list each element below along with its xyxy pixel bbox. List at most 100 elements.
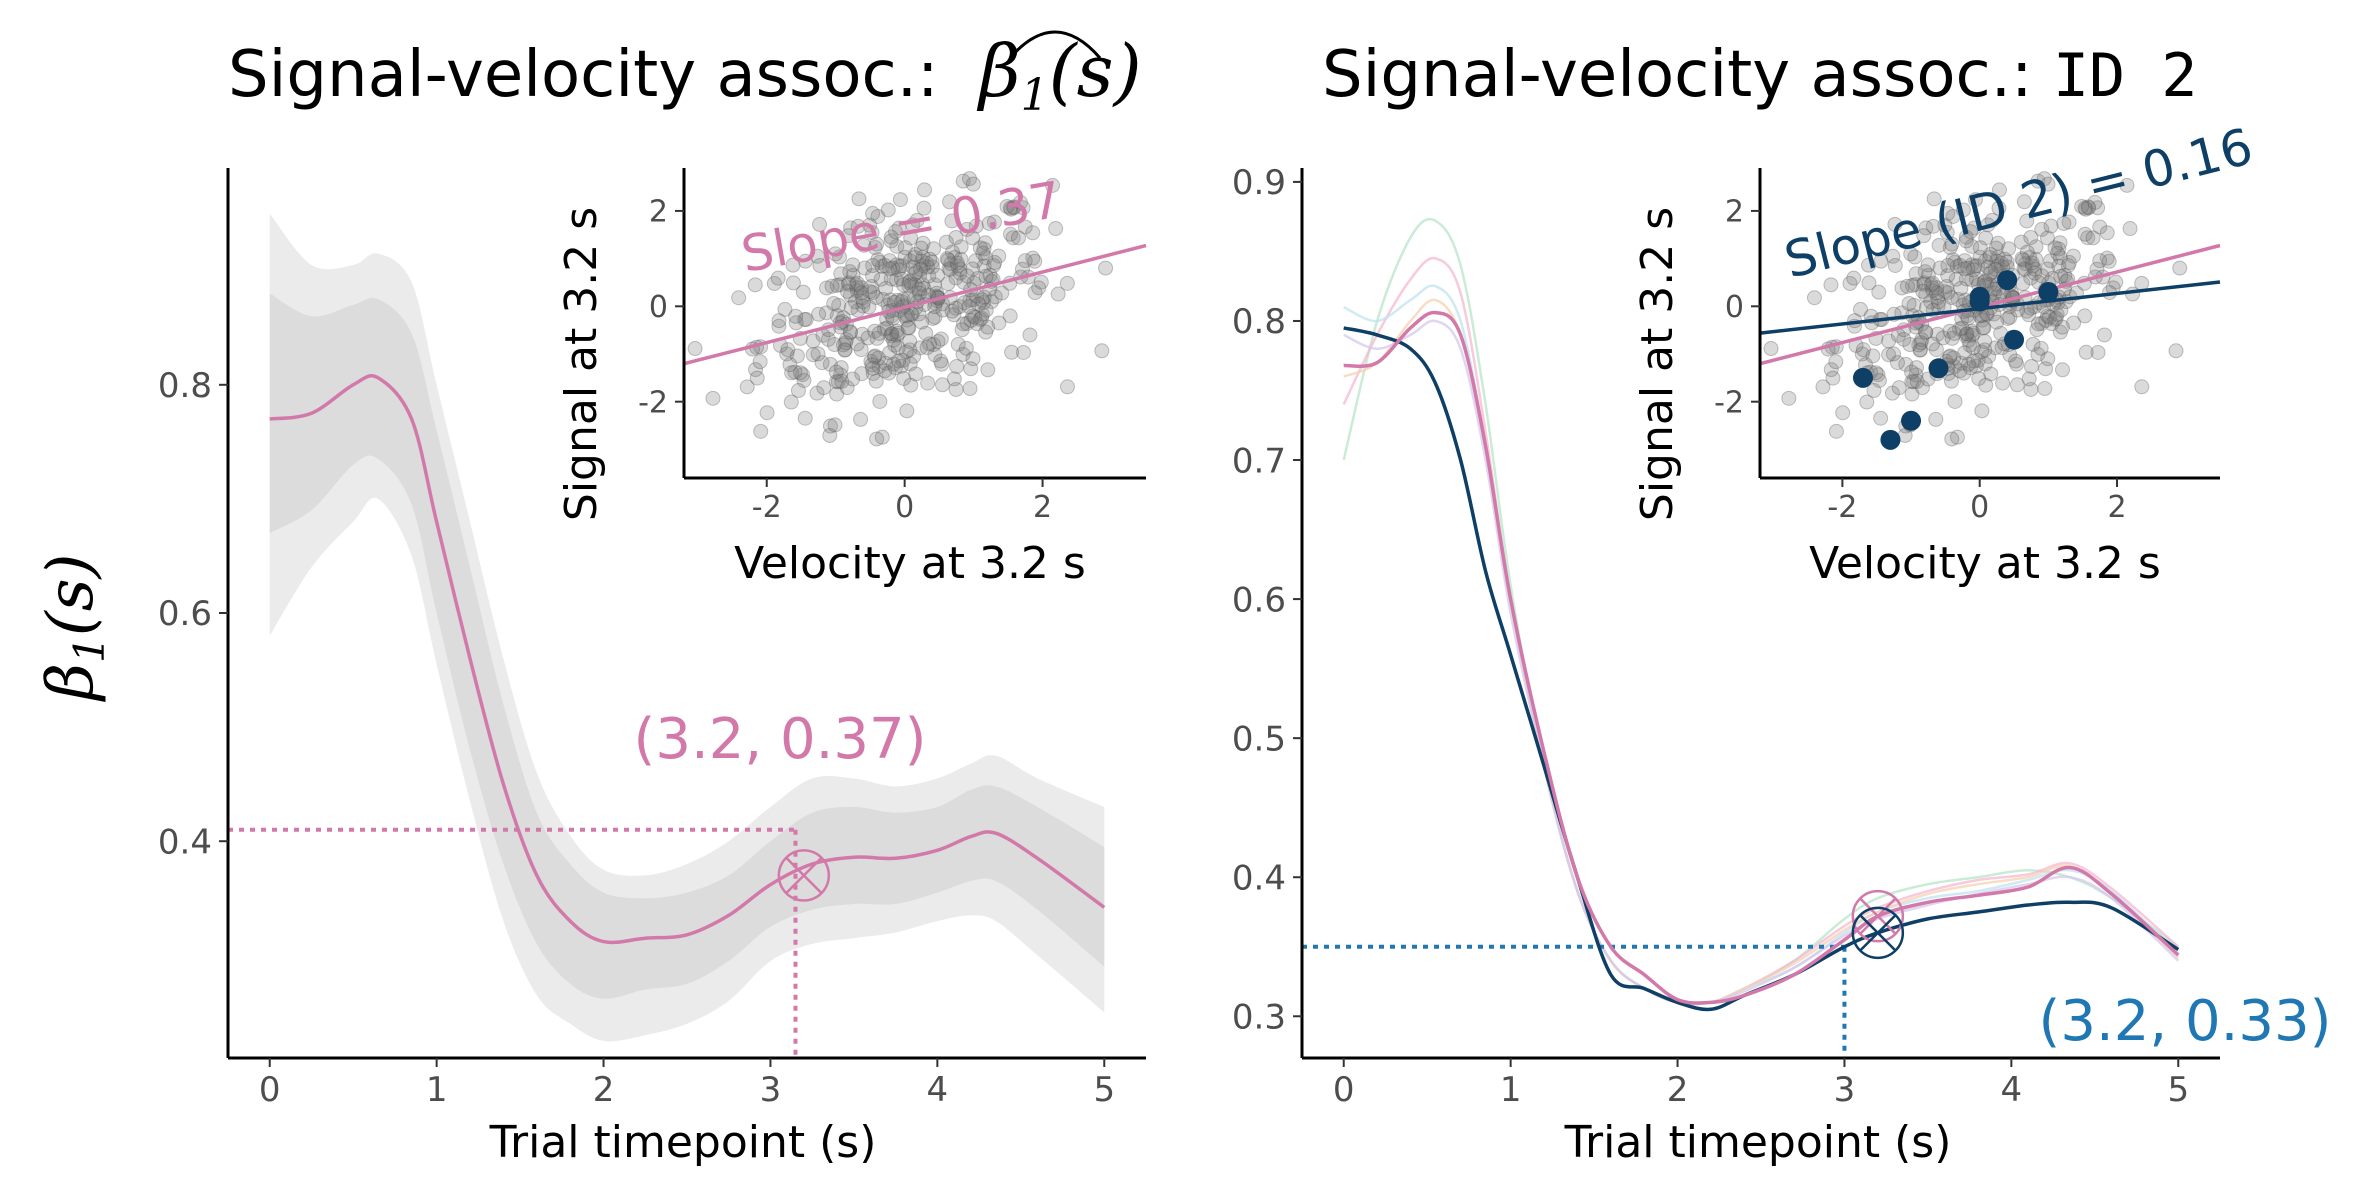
right-inset-scatter-point: [1943, 373, 1959, 389]
left-inset-scatter-point: [867, 240, 883, 256]
left-inset-scatter-point: [915, 258, 931, 274]
right-inset-scatter-point: [2027, 261, 2043, 277]
left-inset-scatter-point: [889, 272, 905, 288]
left-inset-scatter-point: [788, 315, 804, 331]
left-inset-scatter-point: [916, 280, 932, 296]
right-inset-scatter-point: [1965, 340, 1981, 356]
left-inset-scatter-point: [759, 405, 775, 421]
left-inset-scatter-point: [889, 257, 905, 273]
right-inset-scatter-point: [2096, 327, 2112, 343]
right-inset-x-tick-label: -2: [1827, 490, 1857, 525]
left-inset-scatter-point: [953, 251, 969, 267]
left-inset-scatter-point: [908, 264, 924, 280]
right-y-tick-label: 0.3: [1232, 998, 1286, 1038]
right-inset-scatter-point: [1763, 341, 1779, 357]
right-y-tick-label: 0.8: [1232, 302, 1286, 342]
id2-scatter-point: [2038, 282, 2059, 302]
left-inset-scatter-point: [882, 345, 898, 361]
right-inset-scatter-point: [1943, 290, 1959, 306]
left-inset-scatter-point: [969, 316, 985, 332]
right-inset-scatter-point: [1968, 271, 1984, 287]
left-inset-scatter-point: [965, 230, 981, 246]
left-x-tick-label: 1: [426, 1070, 448, 1110]
right-inset-scatter-point: [1977, 356, 1993, 372]
left-inset-scatter-point: [837, 342, 853, 358]
right-inset-scatter-point: [1898, 356, 1914, 372]
left-inset-scatter-point: [882, 261, 898, 277]
right-inset-scatter-point: [1901, 296, 1917, 312]
left-inset-scatter-point: [1017, 219, 1033, 235]
right-inset-scatter-point: [1950, 291, 1966, 307]
left-x-tick-label: 5: [1093, 1070, 1115, 1110]
right-inset-scatter-point: [2043, 253, 2059, 269]
right-inset-scatter-point: [1968, 358, 1984, 374]
left-inset-scatter-point: [956, 274, 972, 290]
left-inset-scatter-point: [884, 326, 900, 342]
right-inset-scatter-point: [1981, 348, 1997, 364]
right-inset-scatter-point: [1942, 323, 1958, 339]
left-inset-scatter-point: [974, 306, 990, 322]
left-inset-scatter-point: [920, 375, 936, 391]
right-inset-scatter-point: [2023, 229, 2039, 245]
left-inset-scatter-point: [900, 320, 916, 336]
highlight-point-cross-b: [784, 856, 823, 895]
right-inset-scatter-point: [2061, 214, 2077, 230]
left-inset-scatter-point: [1015, 344, 1031, 360]
left-inset-scatter-point: [749, 370, 765, 386]
left-inset-scatter-point: [980, 362, 996, 378]
right-inset-scatter-point: [2038, 361, 2054, 377]
right-inset-scatter-point: [1823, 362, 1839, 378]
right-inset-scatter-point: [1904, 386, 1920, 402]
left-inset-scatter-point: [752, 354, 768, 370]
right-inset-scatter-point: [1952, 321, 1968, 337]
left-inset-scatter-point: [983, 294, 999, 310]
right-inset-y-tick-label: -2: [1714, 385, 1744, 420]
right-inset-scatter-point: [1952, 363, 1968, 379]
right-inset-scatter-point: [1974, 403, 1990, 419]
right-inset-scatter-point: [1958, 233, 1974, 249]
left-inset-scatter-point: [893, 271, 909, 287]
right-inset-scatter-point: [2023, 381, 2039, 397]
left-inset-scatter-point: [865, 205, 881, 221]
left-inset-scatter-point: [814, 355, 830, 371]
right-inset-scatter-point: [1946, 325, 1962, 341]
right-inset-scatter-point: [1972, 249, 1988, 265]
left-inset-scatter-point: [828, 364, 844, 380]
left-inset-scatter-point: [882, 253, 898, 269]
right-inset-scatter-point: [1940, 205, 1956, 221]
right-inset-scatter-point: [2001, 241, 2017, 257]
right-inset-scatter-point: [2065, 248, 2081, 264]
right-inset-scatter-point: [2053, 268, 2069, 284]
left-inset-scatter-point: [785, 257, 801, 273]
left-inset-scatter-point: [933, 353, 949, 369]
left-inset-scatter-point: [766, 275, 782, 291]
right-inset-scatter-point: [2099, 225, 2115, 241]
right-inset-scatter-point: [1962, 360, 1978, 376]
right-x-tick-label: 5: [2167, 1070, 2189, 1110]
left-inset-scatter-point: [827, 246, 843, 262]
left-inset-scatter-point: [972, 240, 988, 256]
left-inset-scatter-point: [867, 348, 883, 364]
id2-scatter-point: [1928, 358, 1949, 379]
right-inset-scatter-point: [1993, 255, 2009, 271]
left-inset-scatter-point: [897, 308, 913, 324]
right-inset-scatter-point: [2015, 252, 2031, 268]
left-inset-scatter-point: [1025, 250, 1041, 266]
right-inset-scatter-point: [1930, 290, 1946, 306]
right-x-tick-label: 1: [1500, 1070, 1522, 1110]
right-inset-scatter-point: [1904, 364, 1920, 380]
right-inset-scatter-point: [1995, 375, 2011, 391]
right-inset-scatter-point: [2047, 240, 2063, 256]
left-inset-scatter-point: [1002, 200, 1018, 216]
left-inset-scatter-point: [850, 218, 866, 234]
left-inset-scatter-point: [1027, 285, 1043, 301]
left-inset-scatter-point: [922, 336, 938, 352]
right-inset-scatter-point: [2021, 371, 2037, 387]
left-inset-scatter-point: [905, 259, 921, 275]
right-inset-scatter-point: [1835, 405, 1851, 421]
right-inset-scatter-point: [2029, 322, 2045, 338]
left-inset-scatter-point: [903, 377, 919, 393]
left-inset-scatter-point: [888, 224, 904, 240]
left-inset-scatter-point: [783, 394, 799, 410]
right-inset-scatter-point: [1953, 355, 1969, 371]
